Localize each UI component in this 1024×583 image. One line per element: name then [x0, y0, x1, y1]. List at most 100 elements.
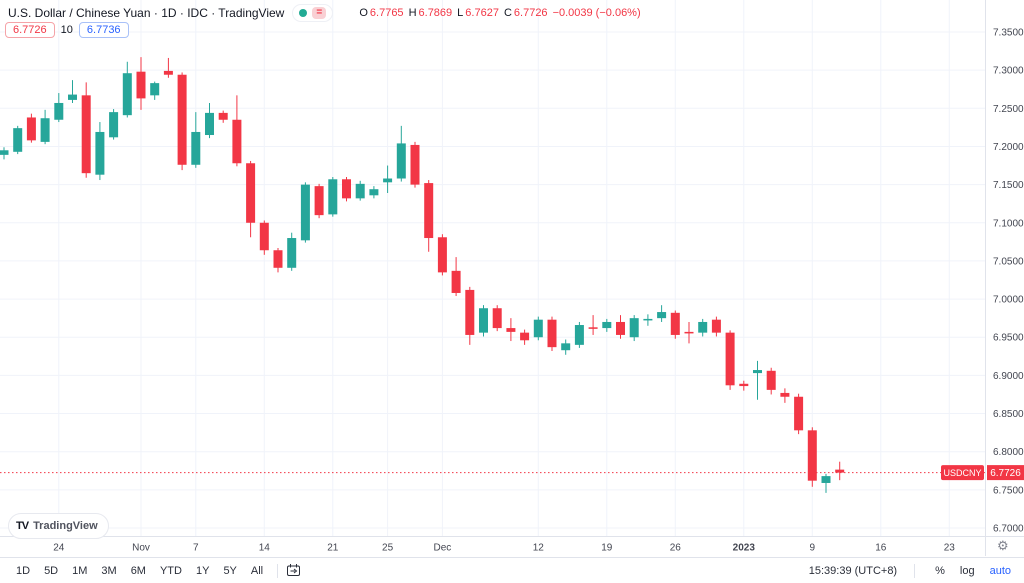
time-tick-label: 26 [670, 543, 682, 554]
candle-body [232, 119, 242, 164]
candle-body [684, 331, 694, 334]
time-tick-label: 23 [944, 543, 956, 554]
toolbar-divider [277, 563, 279, 578]
range-button-5d[interactable]: 5D [38, 562, 64, 580]
range-button-6m[interactable]: 6M [125, 562, 152, 580]
percent-scale-button[interactable]: % [932, 563, 948, 579]
open-label: O [359, 7, 368, 19]
candle-body [205, 112, 214, 136]
candle-body [711, 319, 721, 333]
range-button-1m[interactable]: 1M [66, 562, 93, 580]
candle-body [739, 383, 749, 387]
candle-body [287, 238, 297, 268]
settings-gear-icon[interactable]: ⚙ [997, 538, 1009, 553]
range-button-1y[interactable]: 1Y [190, 562, 215, 580]
candle-body [533, 319, 543, 338]
candle-body [807, 430, 817, 481]
time-tick-label: 16 [875, 543, 887, 554]
candle-body [259, 222, 269, 251]
candle-body [766, 370, 776, 390]
candle-body [383, 178, 393, 183]
candle-body [410, 144, 420, 185]
time-tick-label: 19 [601, 543, 613, 554]
candle-body [191, 131, 201, 165]
candle-body [657, 312, 667, 319]
candle-body [424, 183, 434, 239]
candle-body [150, 83, 160, 96]
price-tick-label: 7.2500 [993, 104, 1024, 115]
session-clock[interactable]: 15:39:39 (UTC+8) [808, 564, 898, 577]
time-tick-label: 2023 [733, 543, 756, 554]
log-scale-button[interactable]: log [957, 563, 978, 579]
symbol-title: U.S. Dollar / Chinese Yuan · 1D · IDC · … [8, 6, 285, 20]
close-label: C [503, 7, 512, 19]
candle-body [163, 70, 173, 75]
candle-body [177, 74, 187, 165]
time-tick-label: 7 [193, 543, 199, 554]
bid-badge[interactable]: 6.7726 [5, 22, 55, 38]
time-tick-label: 24 [53, 543, 65, 554]
candle-body [54, 102, 64, 120]
market-status-dot-icon [299, 9, 308, 17]
go-to-date-icon[interactable] [286, 563, 301, 578]
price-tick-label: 7.3500 [993, 28, 1024, 39]
candle-body [246, 163, 256, 223]
candle-body [821, 476, 831, 483]
candle-body [13, 128, 23, 152]
chart-header: U.S. Dollar / Chinese Yuan · 1D · IDC · … [8, 4, 641, 22]
candle-body [81, 95, 91, 174]
auto-scale-button[interactable]: auto [987, 563, 1014, 579]
range-button-ytd[interactable]: YTD [154, 562, 188, 580]
price-tick-label: 6.8500 [993, 409, 1024, 420]
candle-body [95, 131, 105, 175]
candle-body [698, 321, 708, 333]
tradingview-logo[interactable]: TV TradingView [8, 513, 109, 539]
candle-body [314, 186, 324, 216]
price-tick-label: 7.1500 [993, 180, 1024, 191]
candle-body [342, 179, 351, 199]
bid-ask-row: 6.7726 10 6.7736 [5, 22, 129, 38]
candle-body [136, 71, 146, 99]
candle-body [218, 112, 228, 120]
range-button-3m[interactable]: 3M [95, 562, 122, 580]
time-tick-label: 25 [382, 543, 394, 554]
range-button-5y[interactable]: 5Y [217, 562, 242, 580]
ask-badge[interactable]: 6.7736 [78, 22, 129, 38]
range-button-1d[interactable]: 1D [10, 562, 36, 580]
candle-body [451, 270, 461, 293]
close-value: 6.7726 [513, 7, 548, 19]
price-tick-label: 6.9500 [993, 333, 1024, 344]
price-tick-label: 6.8000 [993, 447, 1024, 458]
candle-body [547, 319, 557, 348]
time-tick-label: Nov [132, 543, 150, 554]
last-price-tag-label: 6.7726 [990, 468, 1021, 479]
price-tick-label: 7.1000 [993, 218, 1024, 229]
high-label: H [408, 7, 417, 19]
tradingview-logo-label: TradingView [33, 520, 98, 532]
candle-body [602, 321, 612, 329]
candle-body [574, 325, 584, 345]
candle-body [328, 179, 338, 215]
price-tick-label: 7.3000 [993, 66, 1024, 77]
candle-body [629, 318, 639, 338]
status-pill[interactable]: = [292, 4, 334, 22]
candle-body [616, 321, 625, 335]
price-tick-label: 6.7500 [993, 485, 1024, 496]
candle-body [40, 118, 50, 142]
candle-body [26, 117, 36, 141]
ohlc-readout: O 6.7765 H 6.7869 L 6.7627 C 6.7726 −0.0039 … [359, 7, 640, 19]
candle-body [670, 312, 680, 335]
time-tick-label: 21 [327, 543, 339, 554]
candlestick-chart[interactable]: 7.3500 7.3000 7.2500 7.2000 7.1500 7.1000 7.05… [0, 0, 1024, 556]
candle-body [725, 332, 735, 386]
candle-body [794, 396, 804, 431]
candle-body [68, 94, 77, 100]
candle-body [492, 308, 502, 329]
candle-body [561, 343, 571, 351]
last-price-tag [987, 465, 1024, 481]
bottom-toolbar: 1D 5D 1M 3M 6M YTD 1Y 5Y All 15:39:39 (UTC+8) % … [0, 557, 1024, 583]
candle-body [588, 327, 598, 329]
open-value: 6.7765 [369, 7, 404, 19]
candle-body [835, 469, 845, 473]
range-button-all[interactable]: All [245, 562, 269, 580]
